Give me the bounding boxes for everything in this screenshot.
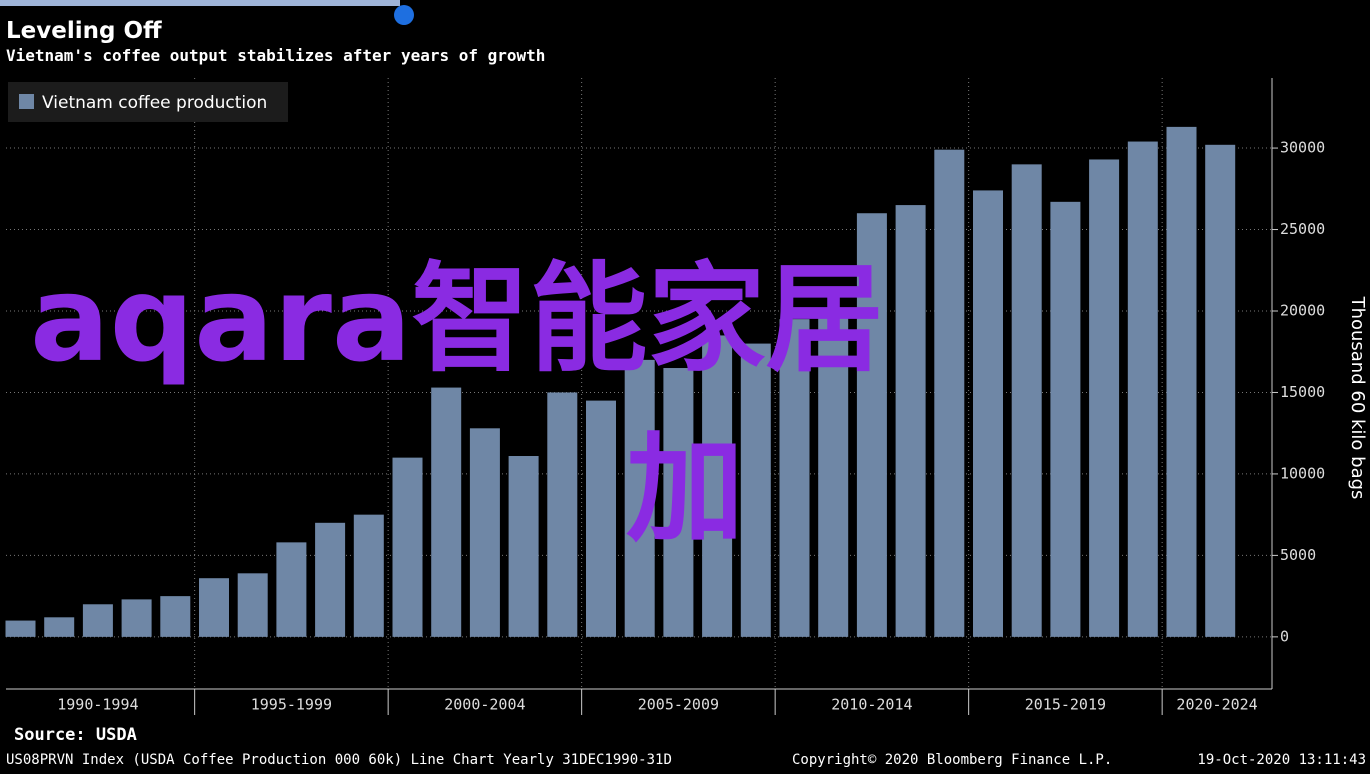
bar — [276, 542, 307, 637]
bar — [1205, 144, 1236, 637]
top-bar — [0, 0, 400, 6]
watermark: aqara智能家居 — [30, 250, 884, 388]
legend-swatch — [19, 94, 34, 109]
y-tick-label: 25000 — [1280, 220, 1325, 238]
x-tick-label: 2020-2024 — [1176, 696, 1257, 714]
bar — [702, 335, 733, 637]
bar — [121, 599, 152, 637]
footer-index: US08PRVN Index (USDA Coffee Production 0… — [6, 752, 672, 768]
bar — [740, 343, 771, 637]
chart-subtitle: Vietnam's coffee output stabilizes after… — [6, 46, 545, 65]
top-dot — [394, 5, 414, 25]
chart-title: Leveling Off — [6, 18, 162, 44]
bar — [469, 428, 500, 637]
x-tick-label: 2010-2014 — [831, 696, 912, 714]
bar — [895, 205, 926, 637]
bar — [856, 213, 887, 637]
bar — [431, 387, 462, 637]
legend-box — [8, 82, 288, 122]
bar — [199, 578, 229, 637]
y-tick-label: 30000 — [1280, 139, 1325, 157]
bar — [1011, 164, 1042, 637]
bar — [315, 522, 346, 637]
y-tick-label: 0 — [1280, 627, 1289, 645]
watermark: 加 — [626, 420, 744, 558]
bar — [508, 456, 539, 637]
bar — [663, 368, 694, 637]
bar — [818, 310, 849, 637]
bar — [1089, 159, 1120, 637]
bar — [934, 149, 965, 637]
source: Source: USDA — [14, 725, 137, 745]
bar — [5, 620, 36, 637]
x-tick-label: 2015-2019 — [1025, 696, 1106, 714]
bar — [353, 514, 384, 637]
plot: 0 5000 10000 15000 20000 25000 30000 1990-1994 1… — [5, 78, 1325, 715]
bar — [82, 604, 113, 637]
bar — [586, 400, 616, 637]
y-tick-label: 10000 — [1280, 464, 1325, 482]
bar — [237, 573, 268, 637]
footer-date: 19-Oct-2020 13:11:43 — [1197, 752, 1366, 768]
x-tick-label: 1995-1999 — [251, 696, 332, 714]
x-tick-label: 2005-2009 — [638, 696, 719, 714]
bar — [624, 359, 655, 637]
legend-label: Vietnam coffee production — [42, 93, 267, 113]
bar — [1050, 201, 1081, 637]
bar — [547, 392, 578, 637]
y-tick-label: 5000 — [1280, 546, 1316, 564]
bar — [1127, 141, 1158, 637]
bar — [1166, 126, 1197, 637]
y-tick-label: 15000 — [1280, 383, 1325, 401]
x-tick-label: 1990-1994 — [57, 696, 138, 714]
bar — [973, 190, 1003, 637]
bar — [392, 457, 423, 637]
y-tick-label: 20000 — [1280, 301, 1325, 319]
x-tick-label: 2000-2004 — [444, 696, 525, 714]
bar — [44, 617, 75, 637]
footer-copyright: Copyright© 2020 Bloomberg Finance L.P. — [792, 752, 1112, 768]
bar — [160, 596, 191, 637]
bar — [779, 319, 810, 637]
y-axis-label: Thousand 60 kilo bags — [1347, 296, 1368, 500]
